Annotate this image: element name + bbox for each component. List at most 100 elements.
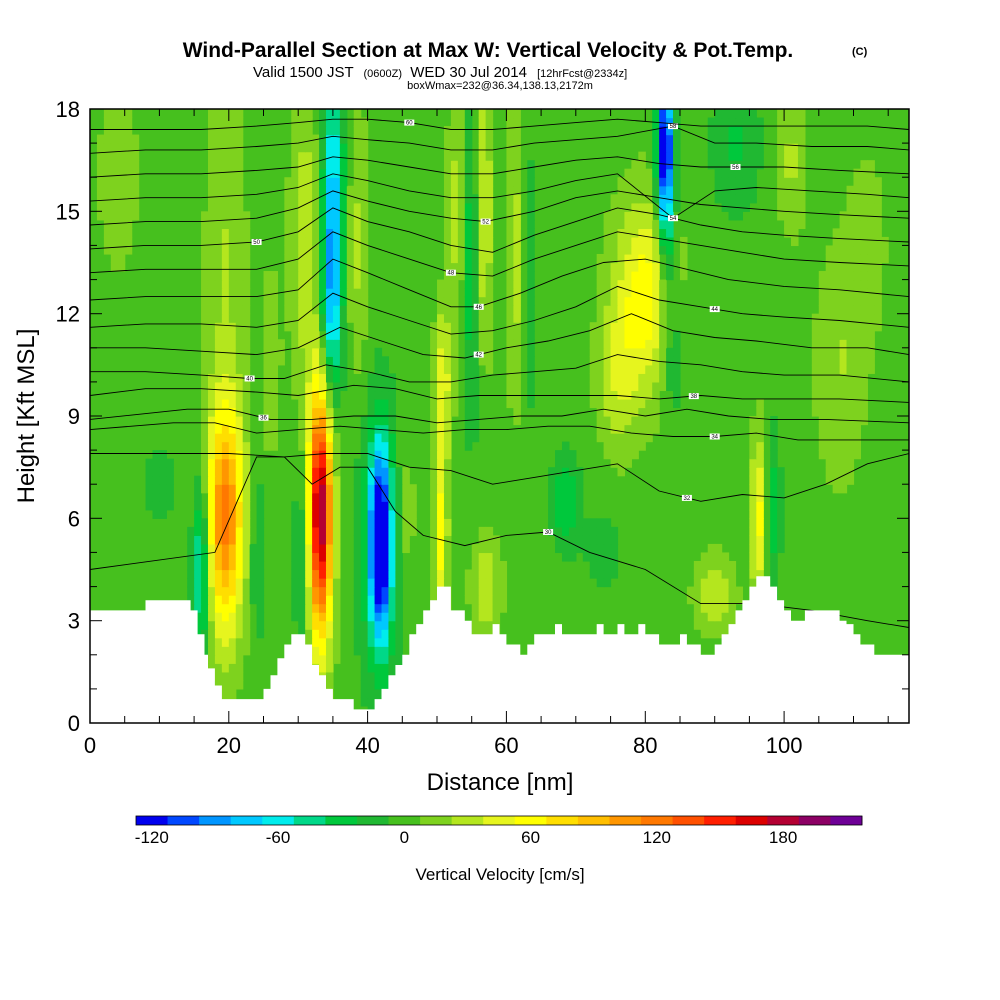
velocity-cell bbox=[513, 322, 521, 332]
velocity-cell bbox=[846, 279, 855, 289]
velocity-cell bbox=[450, 236, 459, 247]
velocity-cell bbox=[402, 467, 410, 477]
velocity-cell bbox=[235, 347, 244, 357]
velocity-cell bbox=[693, 603, 702, 613]
velocity-cell bbox=[242, 347, 251, 357]
velocity-cell bbox=[235, 236, 244, 247]
velocity-cell bbox=[617, 296, 626, 306]
velocity-cell bbox=[437, 347, 445, 357]
velocity-cell bbox=[485, 595, 494, 605]
velocity-cell bbox=[478, 143, 487, 153]
velocity-cell bbox=[235, 654, 244, 664]
velocity-cell bbox=[443, 373, 452, 383]
velocity-cell bbox=[575, 543, 584, 554]
velocity-cell bbox=[353, 458, 362, 468]
velocity-cell bbox=[478, 526, 487, 536]
velocity-cell bbox=[860, 330, 868, 340]
velocity-cell bbox=[381, 492, 390, 502]
velocity-cell bbox=[825, 364, 834, 374]
velocity-cell bbox=[312, 654, 320, 664]
velocity-cell bbox=[610, 543, 619, 554]
velocity-cell bbox=[450, 109, 459, 119]
velocity-cell bbox=[575, 535, 584, 545]
velocity-cell bbox=[270, 279, 278, 289]
velocity-cell bbox=[631, 228, 639, 238]
velocity-cell bbox=[811, 339, 820, 349]
velocity-cell bbox=[353, 143, 362, 153]
x-tick-label: 100 bbox=[766, 733, 803, 758]
velocity-cell bbox=[325, 279, 334, 289]
velocity-cell bbox=[825, 253, 834, 264]
velocity-cell bbox=[319, 313, 327, 323]
velocity-cell bbox=[242, 509, 251, 519]
velocity-cell bbox=[811, 364, 820, 374]
velocity-cell bbox=[513, 253, 521, 264]
velocity-cell bbox=[860, 236, 868, 247]
velocity-cell bbox=[298, 347, 306, 357]
velocity-cell bbox=[617, 185, 626, 195]
velocity-cell bbox=[471, 433, 480, 443]
velocity-cell bbox=[818, 407, 827, 417]
velocity-cell bbox=[749, 424, 757, 434]
velocity-cell bbox=[437, 364, 445, 374]
velocity-cell bbox=[478, 262, 487, 272]
velocity-cell bbox=[430, 433, 438, 443]
velocity-cell bbox=[555, 467, 563, 477]
velocity-cell bbox=[867, 322, 875, 332]
velocity-cell bbox=[201, 330, 209, 340]
velocity-cell bbox=[777, 467, 785, 477]
velocity-cell bbox=[305, 245, 313, 255]
velocity-cell bbox=[561, 518, 570, 528]
velocity-cell bbox=[645, 271, 653, 281]
velocity-cell bbox=[298, 578, 306, 588]
velocity-cell bbox=[437, 509, 445, 519]
velocity-cell bbox=[298, 168, 306, 178]
velocity-cell bbox=[381, 467, 390, 477]
velocity-cell bbox=[443, 134, 452, 144]
velocity-cell bbox=[853, 441, 862, 451]
velocity-cell bbox=[652, 330, 660, 340]
velocity-cell bbox=[457, 134, 466, 144]
velocity-cell bbox=[228, 194, 237, 204]
velocity-cell bbox=[360, 313, 369, 323]
velocity-cell bbox=[207, 219, 216, 229]
velocity-cell bbox=[638, 236, 646, 247]
velocity-cell bbox=[624, 364, 632, 374]
velocity-cell bbox=[707, 603, 716, 613]
velocity-cell bbox=[228, 603, 237, 613]
velocity-cell bbox=[874, 202, 882, 212]
velocity-cell bbox=[506, 168, 514, 178]
velocity-cell bbox=[825, 475, 834, 485]
velocity-cell bbox=[256, 586, 265, 596]
velocity-cell bbox=[353, 475, 362, 485]
velocity-cell bbox=[527, 177, 535, 187]
velocity-cell bbox=[298, 509, 306, 519]
velocity-cell bbox=[353, 560, 362, 571]
velocity-cell bbox=[312, 646, 320, 656]
velocity-cell bbox=[430, 569, 438, 579]
velocity-cell bbox=[443, 560, 452, 571]
velocity-cell bbox=[666, 347, 674, 357]
velocity-cell bbox=[867, 356, 875, 366]
velocity-cell bbox=[325, 603, 334, 613]
velocity-cell bbox=[596, 433, 605, 443]
velocity-cell bbox=[214, 373, 223, 383]
x-axis-label: Distance [nm] bbox=[427, 769, 574, 796]
velocity-cell bbox=[305, 492, 313, 502]
velocity-cell bbox=[770, 424, 778, 434]
velocity-cell bbox=[443, 177, 452, 187]
velocity-cell bbox=[430, 543, 438, 554]
colorbar-swatch bbox=[609, 816, 642, 825]
velocity-cell bbox=[617, 347, 626, 357]
velocity-cell bbox=[443, 364, 452, 374]
velocity-cell bbox=[714, 143, 723, 153]
velocity-cell bbox=[207, 484, 216, 494]
velocity-cell bbox=[353, 484, 362, 494]
velocity-cell bbox=[325, 578, 334, 588]
velocity-cell bbox=[666, 194, 674, 204]
velocity-cell bbox=[319, 629, 327, 639]
velocity-cell bbox=[770, 467, 778, 477]
velocity-cell bbox=[777, 526, 785, 536]
velocity-cell bbox=[312, 279, 320, 289]
